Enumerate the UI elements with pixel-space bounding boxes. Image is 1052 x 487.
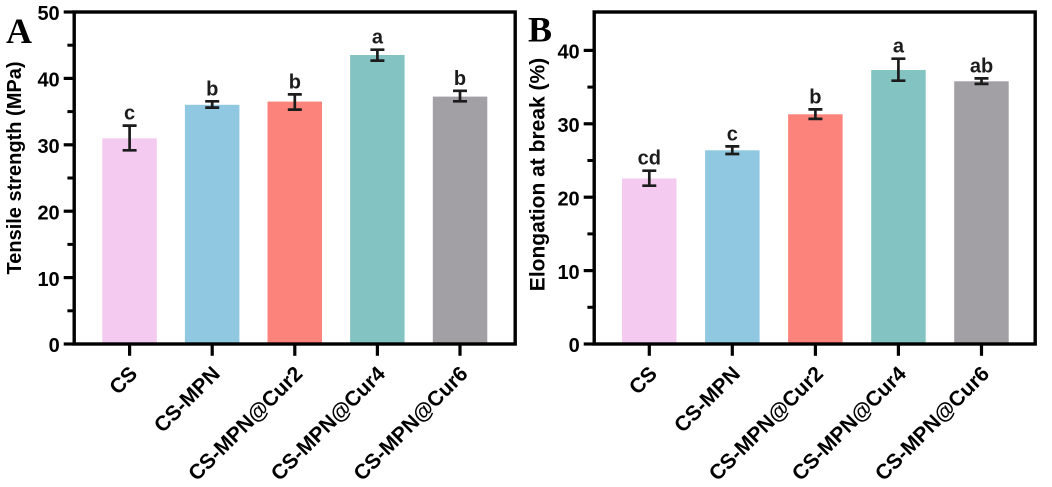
- svg-text:c: c: [727, 123, 738, 145]
- svg-text:A: A: [6, 11, 32, 51]
- svg-text:0: 0: [569, 335, 580, 357]
- svg-text:50: 50: [37, 3, 59, 25]
- svg-text:30: 30: [37, 136, 59, 158]
- svg-text:cd: cd: [638, 148, 661, 170]
- svg-text:10: 10: [37, 269, 59, 291]
- svg-text:b: b: [809, 86, 821, 108]
- svg-text:a: a: [893, 36, 905, 58]
- svg-text:40: 40: [37, 70, 59, 92]
- svg-text:B: B: [528, 10, 552, 50]
- svg-text:0: 0: [49, 335, 60, 357]
- svg-text:a: a: [372, 27, 384, 49]
- svg-text:b: b: [289, 71, 301, 93]
- svg-text:b: b: [454, 68, 466, 90]
- svg-text:40: 40: [557, 42, 579, 64]
- svg-text:c: c: [124, 103, 135, 125]
- svg-text:20: 20: [557, 188, 579, 210]
- svg-text:10: 10: [557, 262, 579, 284]
- svg-text:Tensile strength (MPa): Tensile strength (MPa): [4, 62, 26, 275]
- svg-text:20: 20: [37, 202, 59, 224]
- svg-text:Elongation at break (%): Elongation at break (%): [527, 58, 550, 291]
- svg-text:b: b: [206, 78, 218, 100]
- svg-text:ab: ab: [970, 55, 993, 77]
- svg-text:30: 30: [557, 115, 579, 137]
